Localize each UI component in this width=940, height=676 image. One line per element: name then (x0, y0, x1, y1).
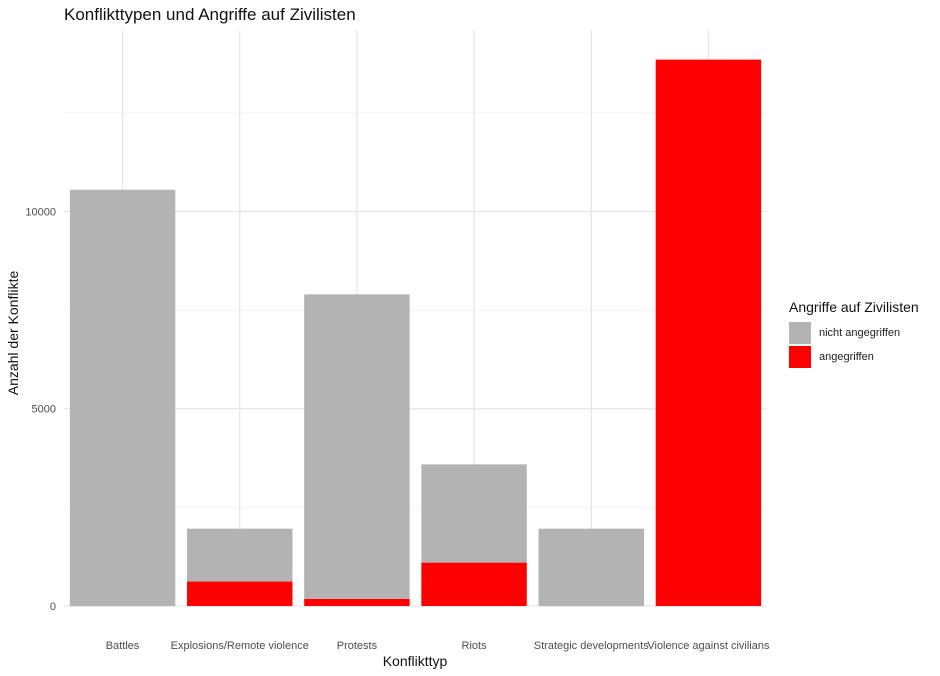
bar-segment (69, 189, 176, 606)
x-tick-label: Riots (462, 640, 488, 652)
legend-title: Angriffe auf Zivilisten (789, 299, 919, 315)
x-tick-label: Strategic developments (534, 640, 649, 652)
y-tick-label: 0 (50, 601, 56, 613)
legend-label: angegriffen (819, 350, 874, 363)
bar-segment (655, 59, 762, 606)
x-tick-label: Explosions/Remote violence (171, 640, 309, 652)
x-tick-label: Violence against civilians (647, 640, 770, 652)
bar-segment (187, 528, 293, 582)
bar-segment (421, 562, 527, 606)
y-tick-label: 10000 (25, 206, 56, 218)
chart-title: Konflikttypen und Angriffe auf Ziviliste… (64, 5, 356, 24)
bar-segment (187, 581, 293, 606)
bar-segment (421, 464, 527, 563)
legend-key (789, 321, 811, 344)
legend: Angriffe auf Zivilisten nicht angegriffe… (789, 299, 919, 369)
bar-segment (538, 528, 644, 606)
legend-label: nicht angegriffen (819, 326, 901, 339)
x-axis-title: Konflikttyp (383, 653, 448, 669)
legend-key (789, 345, 811, 368)
bars (69, 59, 762, 606)
axis-labels: 0 5000 10000 Battles Explosions/Remote viole… (25, 206, 770, 652)
y-tick-label: 5000 (32, 404, 56, 416)
x-tick-label: Battles (106, 640, 140, 652)
legend-items: nicht angegriffen angegriffen (789, 321, 919, 368)
bar-segment (304, 598, 410, 606)
y-axis-title: Anzahl der Konflikte (5, 271, 21, 396)
legend-item: nicht angegriffen (789, 321, 919, 344)
legend-item: angegriffen (789, 345, 919, 368)
bar-segment (304, 294, 410, 599)
x-tick-label: Protests (337, 640, 378, 652)
